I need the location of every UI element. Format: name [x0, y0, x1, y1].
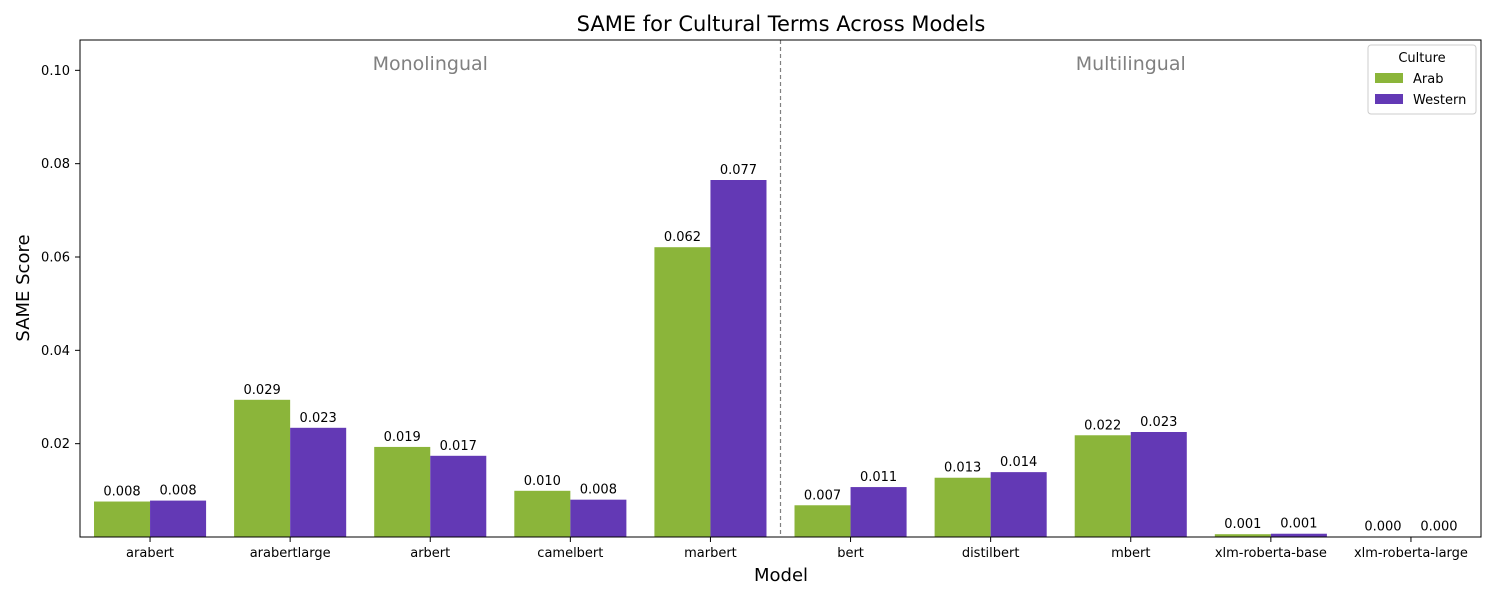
x-tick-label-arbert: arbert	[410, 546, 450, 561]
data-label-western-xlm-roberta-large: 0.000	[1420, 520, 1457, 535]
bar-western-arabert	[150, 500, 207, 537]
y-tick-label: 0.08	[41, 157, 70, 172]
data-label-western-arabert: 0.008	[159, 484, 196, 499]
x-axis-title: Model	[754, 565, 808, 586]
legend-label-western: Western	[1413, 93, 1466, 108]
legend-title: Culture	[1398, 51, 1445, 66]
bar-arab-arabertlarge	[234, 399, 291, 537]
group-label-monolingual: Monolingual	[373, 53, 488, 75]
bar-western-xlm-roberta-base	[1270, 533, 1327, 537]
y-tick-label: 0.02	[41, 437, 70, 452]
legend: Culture Arab Western	[1367, 44, 1477, 115]
data-label-western-arbert: 0.017	[440, 439, 477, 454]
bar-arab-mbert	[1074, 435, 1131, 537]
data-label-arab-xlm-roberta-base: 0.001	[1224, 517, 1261, 532]
group-label-multilingual: Multilingual	[1076, 53, 1186, 75]
data-label-arab-arabertlarge: 0.029	[244, 383, 281, 398]
data-label-western-arabertlarge: 0.023	[300, 411, 337, 426]
bar-western-bert	[850, 487, 907, 537]
data-label-arab-distilbert: 0.013	[944, 461, 981, 476]
x-tick-label-xlm-roberta-large: xlm-roberta-large	[1354, 546, 1468, 561]
data-label-western-mbert: 0.023	[1140, 415, 1177, 430]
bar-western-distilbert	[990, 472, 1047, 537]
data-label-western-bert: 0.011	[860, 470, 897, 485]
bar-arab-arabert	[94, 501, 151, 537]
data-label-western-camelbert: 0.008	[580, 483, 617, 498]
y-tick-label: 0.04	[41, 344, 70, 359]
bar-western-marbert	[710, 180, 767, 537]
x-tick-label-camelbert: camelbert	[537, 546, 603, 561]
data-label-arab-arabert: 0.008	[103, 485, 140, 500]
data-label-arab-marbert: 0.062	[664, 230, 701, 245]
bar-western-mbert	[1130, 432, 1187, 537]
y-tick-label: 0.06	[41, 251, 70, 266]
x-tick-label-bert: bert	[837, 546, 864, 561]
bar-arab-marbert	[654, 247, 711, 537]
data-label-western-distilbert: 0.014	[1000, 455, 1037, 470]
x-tick-label-arabert: arabert	[126, 546, 174, 561]
bar-western-arabertlarge	[290, 427, 347, 537]
data-label-arab-mbert: 0.022	[1084, 418, 1121, 433]
bar-arab-arbert	[374, 446, 431, 537]
bar-arab-xlm-roberta-base	[1214, 534, 1271, 537]
bar-arab-bert	[794, 505, 851, 537]
y-axis-title: SAME Score	[13, 234, 34, 341]
x-tick-label-distilbert: distilbert	[962, 546, 1020, 561]
x-tick-label-xlm-roberta-base: xlm-roberta-base	[1215, 546, 1327, 561]
data-label-western-xlm-roberta-base: 0.001	[1280, 517, 1317, 532]
plot-area: 0.008 0.029 0.019 0.010 0.062 0.007 0.013 0.022…	[41, 39, 1482, 561]
y-tick-label: 0.10	[41, 64, 70, 79]
bar-arab-camelbert	[514, 490, 571, 537]
legend-swatch-arab	[1375, 73, 1403, 83]
data-label-arab-arbert: 0.019	[384, 430, 421, 445]
legend-swatch-western	[1375, 94, 1403, 104]
x-tick-label-mbert: mbert	[1111, 546, 1150, 561]
bar-western-camelbert	[570, 499, 627, 537]
data-label-western-marbert: 0.077	[720, 163, 757, 178]
axes-frame	[79, 39, 1482, 538]
x-tick-label-marbert: marbert	[684, 546, 737, 561]
data-label-arab-xlm-roberta-large: 0.000	[1364, 520, 1401, 535]
legend-label-arab: Arab	[1413, 72, 1443, 87]
data-label-arab-bert: 0.007	[804, 488, 841, 503]
bar-western-arbert	[430, 455, 487, 537]
data-label-arab-camelbert: 0.010	[524, 474, 561, 489]
bar-arab-distilbert	[934, 477, 991, 537]
chart-title: SAME for Cultural Terms Across Models	[577, 12, 986, 36]
x-tick-label-arabertlarge: arabertlarge	[250, 546, 331, 561]
